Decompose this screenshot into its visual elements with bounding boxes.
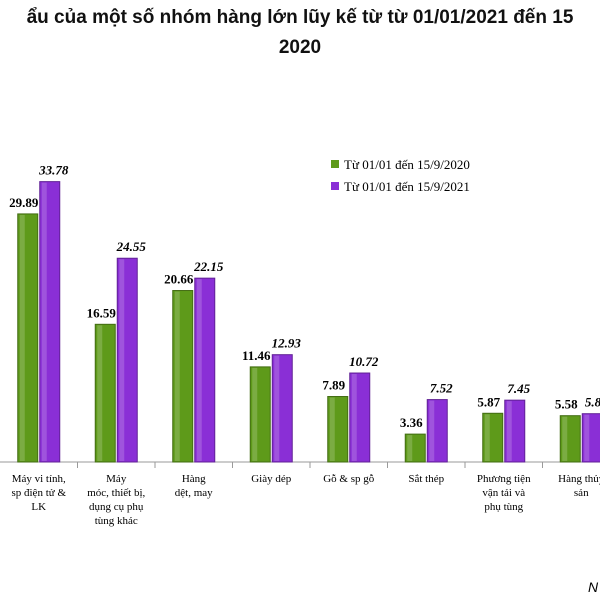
category-label-2: Máy móc, thiết bị, dụng cụ phụ tùng khác [87, 473, 145, 527]
bar-series-1-2 [94, 323, 116, 463]
bar-highlight [351, 374, 357, 461]
bar-series-2-7 [504, 399, 526, 463]
bar-series-1-3 [172, 290, 194, 463]
value-label-series-1-4: 11.46 [242, 348, 271, 363]
bar-series-2-6 [426, 399, 448, 463]
bar-highlight [407, 435, 413, 461]
value-label-series-2-2: 24.55 [116, 239, 147, 254]
bar-highlight [97, 325, 103, 461]
value-label-series-1-7: 5.87 [477, 394, 500, 409]
bar-series-1-6 [404, 433, 426, 463]
value-label-series-2-1: 33.78 [38, 163, 69, 178]
bar-series-2-1 [39, 181, 61, 463]
chart-title-line-1: ẩu của một số nhóm hàng lớn lũy kế từ từ… [26, 7, 574, 28]
value-label-series-1-6: 3.36 [400, 415, 423, 430]
value-label-series-2-6: 7.52 [430, 381, 453, 396]
value-label-series-1-5: 7.89 [322, 378, 345, 393]
value-label-series-2-4: 12.93 [272, 336, 302, 351]
category-label-7: Phương tiện vận tải và phụ tùng [477, 473, 531, 513]
bar-highlight [274, 355, 280, 461]
bar-highlight [119, 259, 125, 461]
category-label-3: Hàng dệt, may [175, 473, 213, 499]
bar-highlight [429, 400, 435, 461]
legend-label-series-1: Từ 01/01 đến 15/9/2020 [344, 157, 470, 172]
category-label-8: Hàng thủy sản [558, 473, 600, 499]
category-label-1: Máy vi tính, sp điện tử & LK [11, 473, 66, 513]
bar-highlight [506, 401, 512, 461]
value-label-series-1-8: 5.58 [555, 397, 578, 412]
bar-series-2-3 [194, 277, 216, 463]
bar-highlight [584, 414, 590, 461]
bar-series-2-5 [349, 372, 371, 463]
category-label-6: Sắt thép [408, 473, 444, 485]
chart-title-line-2: 2020 [278, 37, 322, 58]
bar-highlight [19, 214, 25, 461]
value-label-series-2-3: 22.15 [193, 259, 224, 274]
bar-highlight [41, 182, 47, 461]
value-label-series-1-1: 29.89 [9, 195, 39, 210]
bar-series-1-8 [559, 415, 581, 463]
bar-series-1-5 [327, 396, 349, 463]
legend-swatch-series-2 [331, 182, 339, 190]
bar-highlight [174, 291, 180, 461]
bar-highlight [329, 397, 335, 461]
bar-series-2-4 [271, 354, 293, 463]
bar-series-2-8 [581, 413, 600, 463]
bar-series-1-4 [249, 366, 271, 463]
value-label-series-2-7: 7.45 [507, 381, 530, 396]
category-label-5: Gỗ & sp gỗ [323, 473, 375, 485]
bar-series-1-7 [482, 412, 504, 463]
legend-swatch-series-1 [331, 160, 339, 168]
value-label-series-2-8: 5.82 [585, 395, 600, 410]
value-label-series-1-3: 20.66 [164, 272, 194, 287]
value-label-series-1-2: 16.59 [87, 305, 117, 320]
source-note: N [588, 579, 599, 595]
value-label-series-2-5: 10.72 [349, 354, 379, 369]
bar-series-2-2 [116, 257, 138, 463]
bar-highlight [484, 414, 490, 461]
bar-highlight [562, 416, 568, 461]
legend-label-series-2: Từ 01/01 đến 15/9/2021 [344, 179, 470, 194]
legend: Từ 01/01 đến 15/9/2020 Từ 01/01 đến 15/9/… [331, 157, 470, 194]
bar-highlight [252, 367, 258, 461]
bar-series-1-1 [17, 213, 39, 463]
bar-highlight [196, 279, 202, 461]
category-label-4: Giày dép [251, 473, 292, 485]
